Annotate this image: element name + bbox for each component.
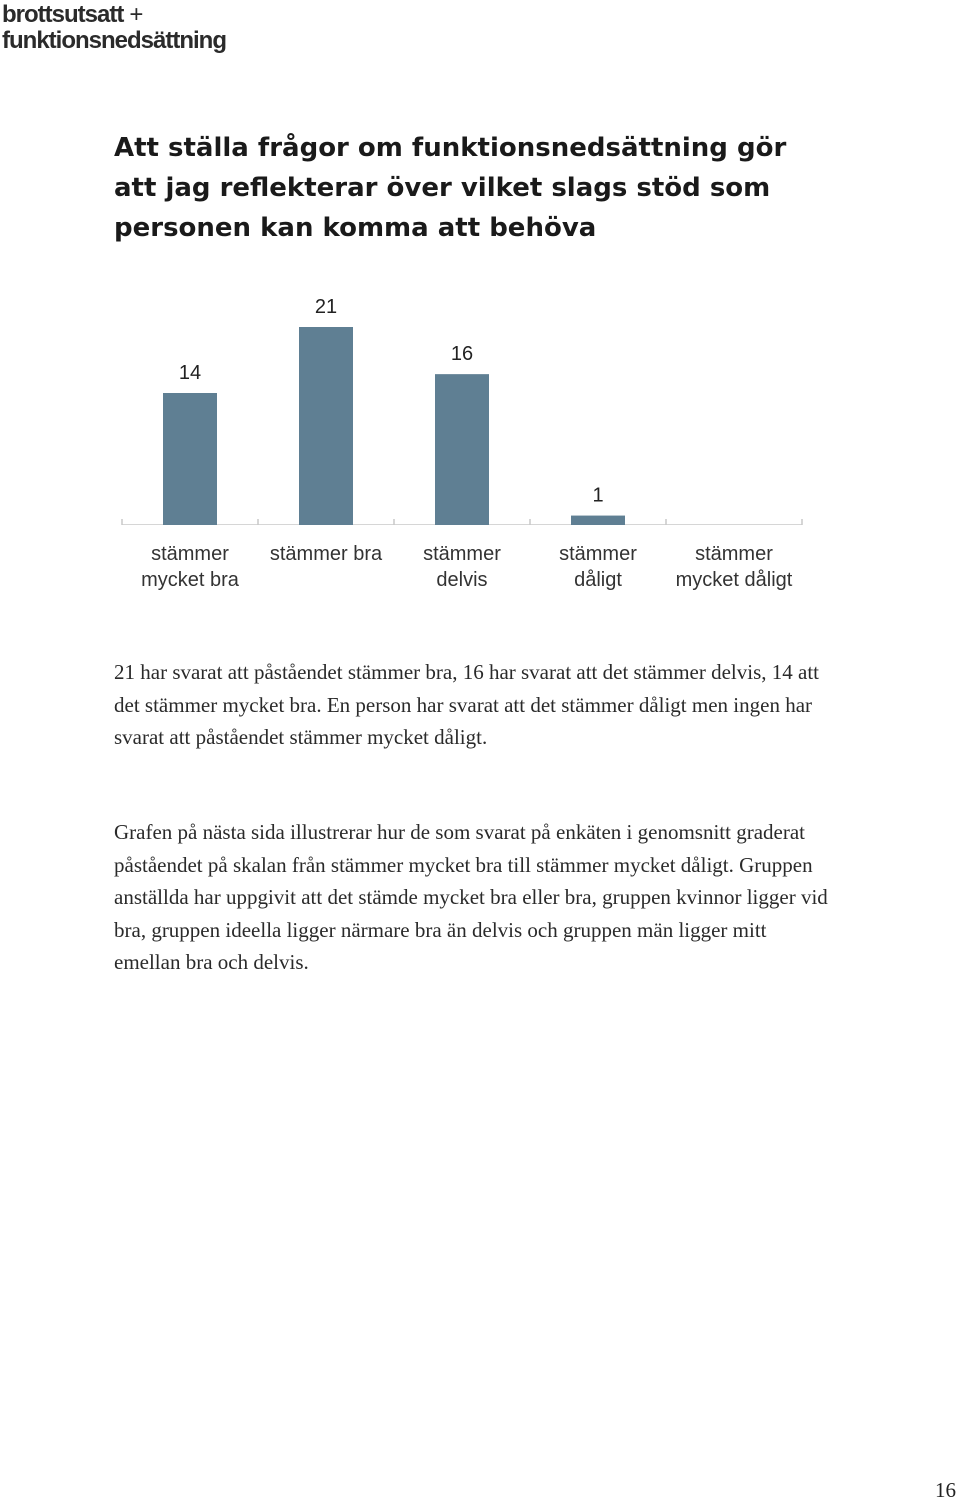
paragraph-explanation: Grafen på nästa sida illustrerar hur de … — [114, 820, 828, 974]
logo: brottsutsatt + funktionsnedsättning — [2, 1, 227, 54]
bar-value-label: 14 — [179, 362, 201, 384]
bar-chart: 14 21 16 1 stämmer mycket bra stämmer bra stä… — [114, 285, 814, 635]
category-label: stämmer dåligt — [559, 543, 637, 591]
bar — [435, 374, 489, 525]
category-label: stämmer delvis — [423, 543, 501, 591]
logo-text-bottom: funktionsnedsättning — [2, 27, 227, 54]
bar-chart-canvas: 14 21 16 1 — [121, 296, 803, 525]
logo-plus: + — [129, 1, 143, 28]
bar-value-label: 16 — [451, 343, 473, 365]
bar — [571, 515, 625, 525]
category-label: stämmer bra — [269, 543, 383, 565]
category-label: stämmer mycket bra — [141, 543, 239, 591]
chart-heading: Att ställa frågor om funktionsnedsättnin… — [114, 133, 787, 243]
bar — [163, 393, 217, 525]
logo-text-top: brottsutsatt — [2, 1, 124, 28]
bar — [299, 327, 353, 525]
page-number: 16 — [935, 1478, 956, 1502]
paragraph-summary: 21 har svarat att påståendet stämmer bra… — [114, 660, 820, 749]
category-label: stämmer mycket dåligt — [675, 543, 793, 591]
bar-value-label: 21 — [315, 296, 337, 318]
bar-value-label: 1 — [592, 485, 603, 507]
